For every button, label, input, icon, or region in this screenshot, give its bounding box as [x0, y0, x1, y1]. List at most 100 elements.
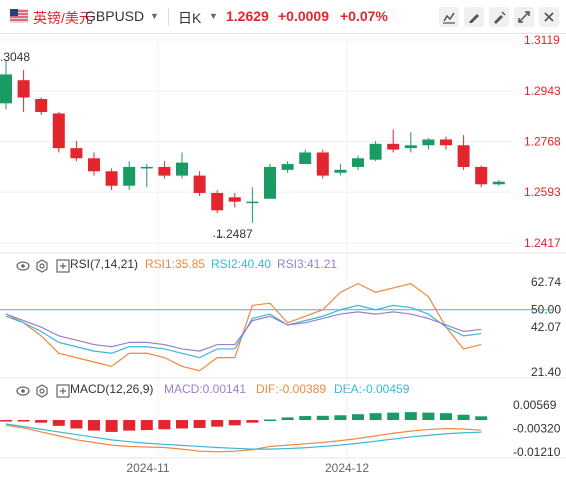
candle-body [52, 113, 65, 149]
macd-histogram-bar [369, 413, 382, 421]
macd-histogram-bar [228, 420, 241, 426]
macd-histogram-bar [352, 414, 364, 421]
high-annotation: .3048 [0, 50, 30, 64]
x-tick-label: 2024-11 [126, 461, 169, 475]
uk-flag-icon [10, 9, 28, 23]
rsi-series-line-rsi1 [5, 282, 482, 372]
rsi-legend: RSI(7,14,21) RSI1:35.85 RSI2:40.40 RSI3:… [0, 257, 566, 275]
macd-series-line-dea [5, 423, 482, 450]
candle-body [211, 192, 224, 211]
candle-body [123, 166, 136, 186]
symbol-code[interactable]: GBPUSD [85, 8, 145, 24]
macd-histogram-bar [457, 414, 470, 421]
rsi-y-tick-label: 21.40 [531, 365, 561, 379]
candle-body [140, 166, 153, 169]
candle-body [88, 158, 100, 172]
y-tick-label: 1.2768 [524, 135, 561, 149]
candle-body [352, 158, 364, 167]
macd-histogram-bar [176, 420, 188, 429]
macd-histogram-bar [387, 412, 400, 421]
eye-icon[interactable] [16, 384, 30, 398]
macd-indicator-name[interactable]: MACD(12,26,9) [70, 382, 154, 396]
candle-body [404, 145, 417, 149]
rsi-indicator-name[interactable]: RSI(7,14,21) [70, 257, 139, 271]
candle-body [440, 139, 452, 146]
plus-square-icon[interactable] [56, 259, 70, 273]
macd-histogram-bar [281, 417, 294, 421]
rsi-series-line-rsi2 [5, 304, 482, 359]
expand-icon [518, 11, 530, 23]
price-change-percent: +0.07% [340, 8, 388, 24]
macd-histogram-bar [88, 420, 100, 431]
chevron-down-icon[interactable]: ▼ [150, 11, 159, 21]
plus-square-icon[interactable] [56, 384, 70, 398]
eye-icon[interactable] [16, 259, 30, 273]
gear-icon[interactable] [35, 259, 49, 273]
macd-histogram-bar [17, 420, 30, 422]
macd-histogram-bar [123, 420, 136, 431]
macd-y-tick-label: -0.01210 [513, 445, 561, 459]
macd-series-line-dif [5, 424, 482, 453]
candle-body [70, 148, 83, 159]
macd-histogram-bar [35, 420, 48, 423]
close-icon [544, 12, 554, 22]
candle-body [369, 143, 382, 160]
macd-histogram-bar [158, 420, 171, 430]
candle-body [246, 201, 259, 204]
macd-histogram-bar [0, 420, 12, 422]
candle-body [316, 152, 329, 176]
candle-body [422, 139, 435, 146]
last-price: 1.2629 [226, 8, 269, 24]
candle-body [457, 145, 470, 167]
rsi-y-tick-label: 62.74 [531, 275, 561, 289]
candle-body [158, 166, 171, 176]
y-tick-label: 1.2593 [524, 185, 561, 199]
candle-body [387, 143, 400, 150]
candle-body [193, 175, 206, 193]
chevron-down-icon[interactable]: ▼ [209, 11, 218, 21]
macd-y-tick-label: -0.00320 [513, 421, 561, 435]
macd-histogram-bar [299, 416, 312, 421]
candle-body [281, 164, 294, 170]
price-change: +0.0009 [278, 8, 329, 24]
macd-histogram-bar [140, 420, 153, 431]
rsi-y-tick-label: 42.07 [531, 320, 561, 334]
macd-histogram-bar [105, 420, 118, 432]
gear-icon[interactable] [35, 384, 49, 398]
low-annotation: 1.2487 [216, 227, 253, 241]
candle-body [0, 74, 12, 104]
macd-histogram-bar [246, 420, 259, 423]
macd-histogram-bar [404, 412, 417, 421]
macd-histogram-bar [334, 415, 347, 421]
rsi2-value: RSI2:40.40 [211, 257, 272, 271]
macd-histogram-bar [211, 420, 224, 427]
chart-compare-icon [443, 12, 455, 24]
macd-y-tick-label: 0.00569 [513, 398, 557, 412]
candle-body [105, 171, 118, 186]
rsi-series-line-rsi3 [5, 311, 482, 352]
candle-body [176, 162, 188, 176]
candle-body [35, 98, 48, 113]
candle-body [492, 181, 505, 185]
macd-value: MACD:0.00141 [164, 382, 247, 396]
macd-histogram-bar [264, 419, 276, 422]
rsi1-value: RSI1:35.85 [145, 257, 206, 271]
candle-body [228, 197, 241, 202]
drawing-tools-button[interactable] [489, 7, 509, 27]
divider [168, 8, 169, 26]
expand-button[interactable] [514, 7, 534, 27]
macd-legend: MACD(12,26,9) MACD:0.00141 DIF:-0.00389 … [0, 382, 566, 400]
dea-value: DEA:-0.00459 [334, 382, 410, 396]
candle-body [334, 169, 347, 173]
candle-body [299, 152, 312, 165]
y-tick-label: 1.2943 [524, 84, 561, 98]
chart-compare-button[interactable] [439, 7, 459, 27]
draw-pen-button[interactable] [464, 7, 484, 27]
period-selector[interactable]: 日K [178, 10, 202, 26]
close-button[interactable] [539, 7, 559, 27]
pair-name[interactable]: 英镑/美元 [33, 10, 93, 26]
macd-histogram-bar [475, 416, 488, 421]
rsi3-value: RSI3:41.21 [277, 257, 338, 271]
y-tick-label: 1.3119 [524, 33, 560, 47]
